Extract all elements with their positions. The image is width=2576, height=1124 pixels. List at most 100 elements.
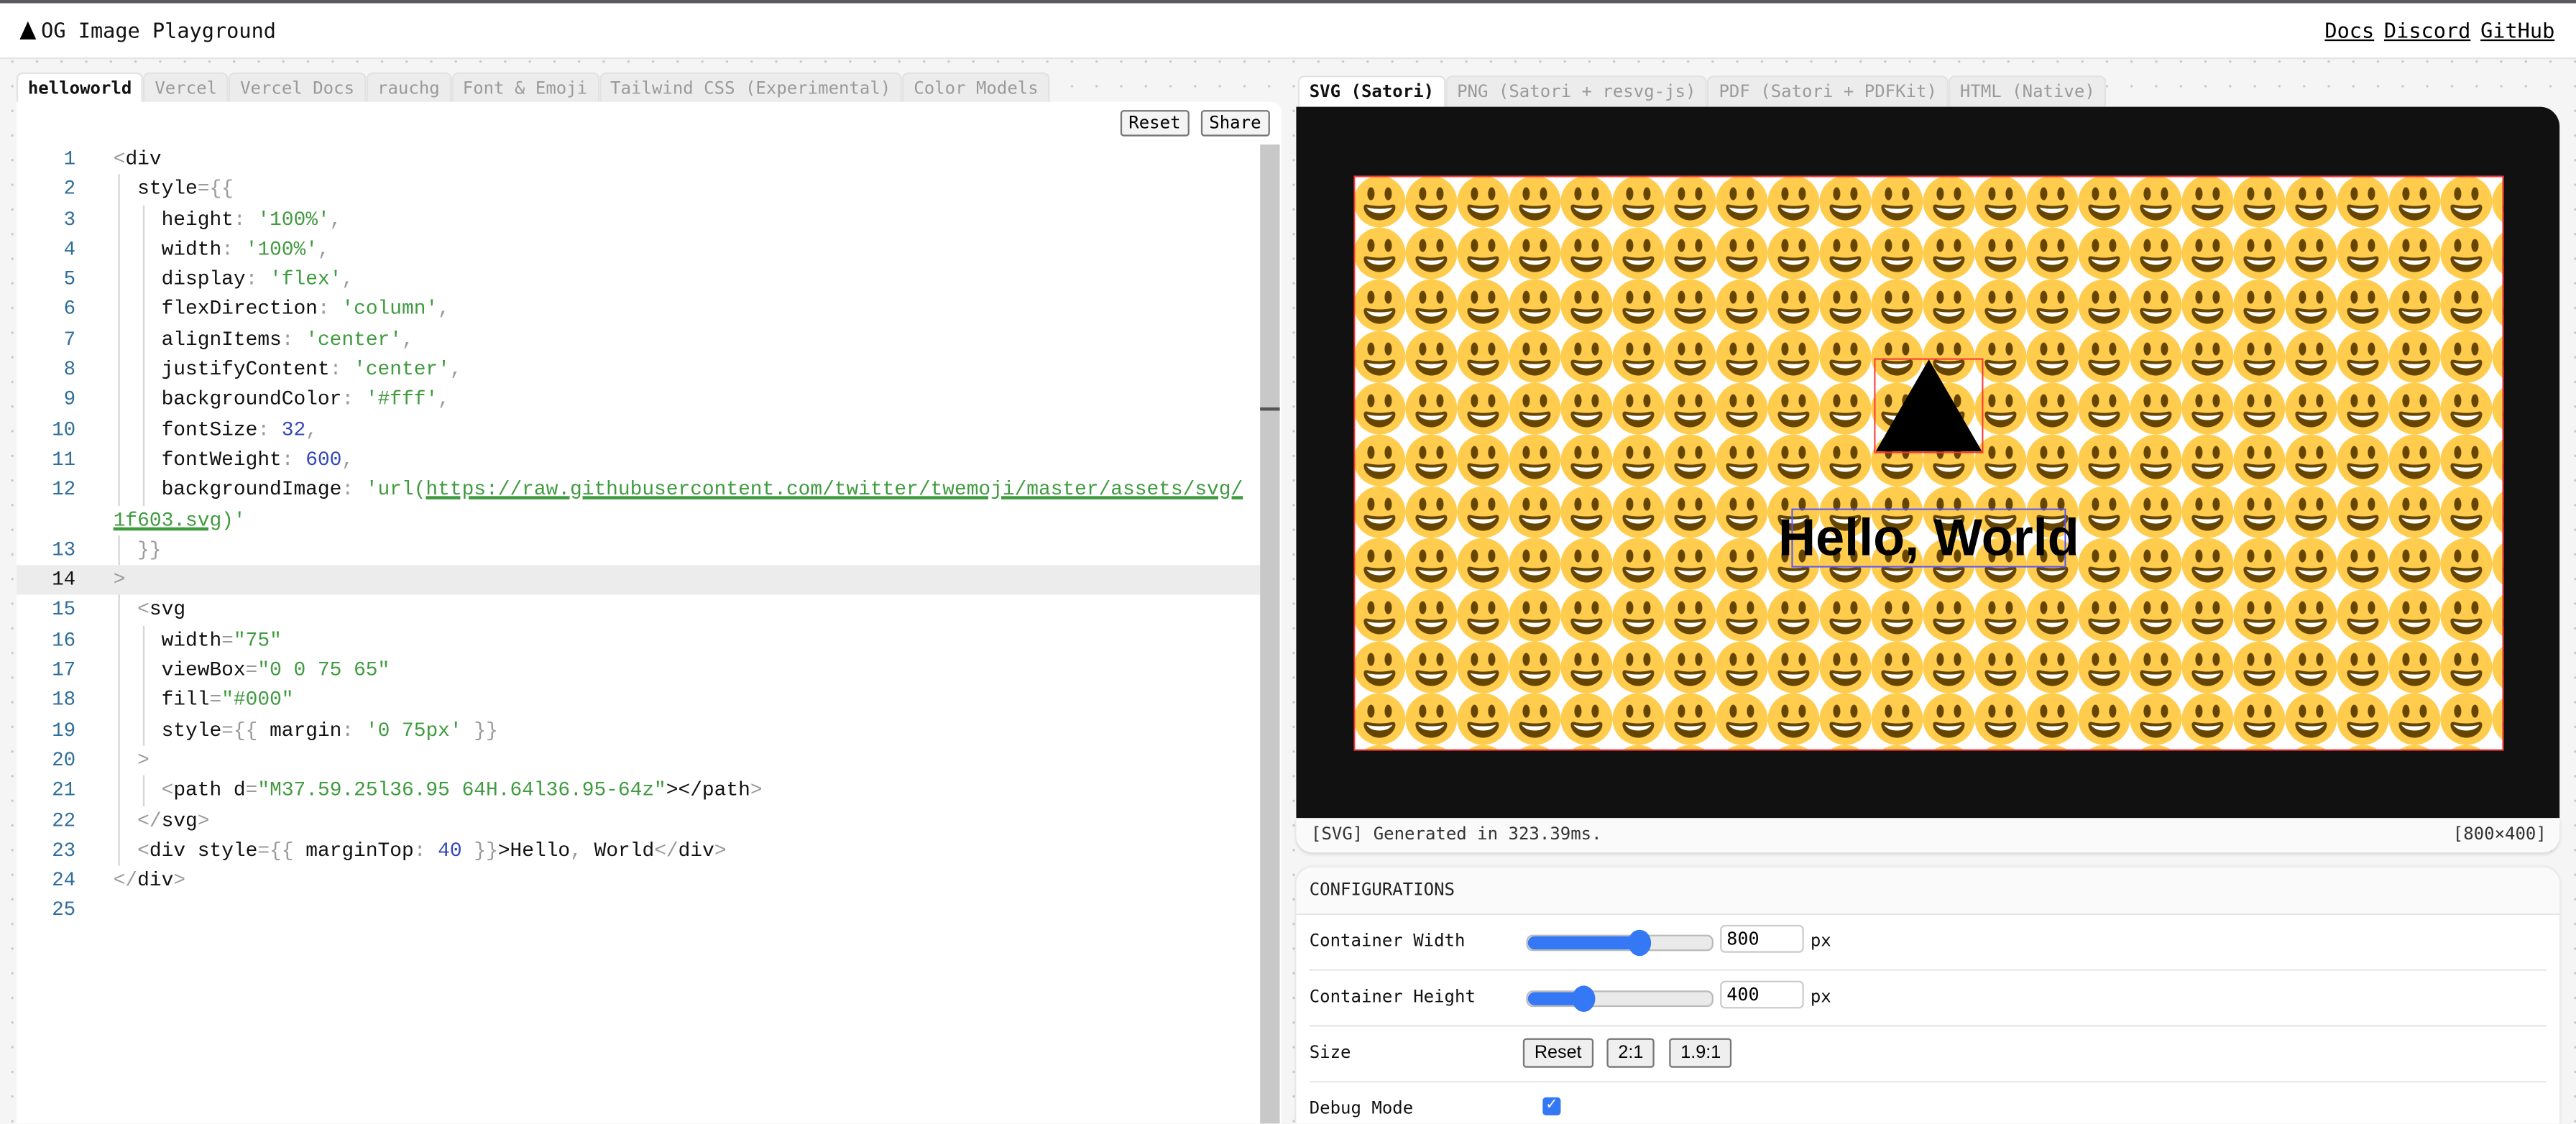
line-number: 22 <box>52 809 76 832</box>
indent-guide <box>118 595 120 626</box>
code-editor[interactable]: Reset Share 1 <div 2 style={{3 height: '10… <box>16 101 1282 1124</box>
container-width-input[interactable] <box>1720 924 1804 953</box>
tab-svg-satori[interactable]: SVG (Satori) <box>1297 75 1446 107</box>
code-text: > <box>114 746 150 776</box>
indent-guide <box>142 475 144 505</box>
code-token: , <box>317 238 330 262</box>
indent-guide <box>142 264 144 295</box>
generation-status: [SVG] Generated in 323.39ms. <box>1310 824 1602 844</box>
tab-tailwind-css-experimental[interactable]: Tailwind CSS (Experimental) <box>599 72 903 103</box>
code-line[interactable]: 2 style={{ <box>17 174 1260 205</box>
tab-helloworld[interactable]: helloworld <box>16 72 144 103</box>
code-token: svg <box>161 809 198 832</box>
code-line[interactable]: 7 alignItems: 'center', <box>17 325 1260 355</box>
indent-guide <box>142 655 144 686</box>
code-token: : <box>281 328 306 351</box>
container-height-slider[interactable] <box>1526 985 1714 1012</box>
code-line[interactable]: 17 viewBox="0 0 75 65" <box>17 655 1260 686</box>
docs-link[interactable]: Docs <box>2324 18 2375 43</box>
tab-rauchg[interactable]: rauchg <box>366 72 451 103</box>
tab-png-satori-resvg-js[interactable]: PNG (Satori + resvg-js) <box>1445 75 1708 107</box>
code-token: 'column' <box>341 298 438 321</box>
code-token: < <box>113 778 174 802</box>
code-token: 'url( <box>365 478 426 502</box>
code-line[interactable]: 8 justifyContent: 'center', <box>17 354 1260 385</box>
tab-pdf-satori-pdfkit[interactable]: PDF (Satori + PDFKit) <box>1707 75 1949 107</box>
code-token: ></path <box>666 778 750 802</box>
code-text: </svg> <box>114 806 209 836</box>
code-token: < <box>113 599 150 622</box>
code-line[interactable]: 22 </svg> <box>17 806 1260 837</box>
code-token: , <box>570 839 582 862</box>
editor-scrollbar[interactable] <box>1260 144 1280 1124</box>
line-number: 1 <box>63 147 76 171</box>
code-line[interactable]: 1 <div <box>17 144 1260 175</box>
code-text: backgroundColor: '#fff', <box>114 385 450 415</box>
slider-fill <box>1527 992 1583 1005</box>
code-line[interactable]: 14 > <box>16 565 1261 596</box>
app-title: OG Image Playground <box>41 18 276 43</box>
code-line[interactable]: 24 </div> <box>17 866 1260 896</box>
code-text: 1f603.svg)' <box>114 505 246 535</box>
code-line[interactable]: 6 flexDirection: 'column', <box>17 295 1260 326</box>
code-line[interactable]: 21 <path d="M37.59.25l36.95 64H.64l36.95… <box>17 775 1260 806</box>
code-line[interactable]: 12 backgroundImage: 'url(https://raw.git… <box>17 475 1260 505</box>
line-number: 11 <box>52 448 76 471</box>
debug-mode-checkbox[interactable]: ✓ <box>1542 1097 1561 1115</box>
code-token: : <box>317 298 342 321</box>
code-token: < <box>113 147 126 171</box>
container-width-slider[interactable] <box>1526 929 1714 957</box>
tab-vercel-docs[interactable]: Vercel Docs <box>229 72 367 103</box>
tab-color-models[interactable]: Color Models <box>902 72 1050 103</box>
code-line[interactable]: 15 <svg <box>17 595 1260 626</box>
size-label: Size <box>1309 1043 1351 1063</box>
code-line[interactable]: 9 backgroundColor: '#fff', <box>17 384 1260 415</box>
code-line[interactable]: 11 fontWeight: 600, <box>17 445 1260 476</box>
slider-thumb[interactable] <box>1571 985 1595 1012</box>
size-2-1-button[interactable]: 2:1 <box>1606 1038 1655 1068</box>
code-line[interactable]: 13 }} <box>17 535 1260 566</box>
line-number: 19 <box>52 719 76 742</box>
slider-thumb[interactable] <box>1628 929 1652 957</box>
code-line[interactable]: 16 width="75" <box>17 625 1260 656</box>
code-line[interactable]: 10 fontSize: 32, <box>17 415 1260 446</box>
reset-button[interactable]: Reset <box>1120 110 1189 137</box>
code-line[interactable]: 23 <div style={{ marginTop: 40 }}>Hello,… <box>17 836 1260 866</box>
code-line[interactable]: 5 display: 'flex', <box>17 264 1260 295</box>
share-button[interactable]: Share <box>1200 110 1269 137</box>
code-line[interactable]: 4 width: '100%', <box>17 234 1260 265</box>
indent-guide <box>142 295 144 326</box>
code-line[interactable]: 19 style={{ margin: '0 75px' }} <box>17 715 1260 746</box>
tab-html-native[interactable]: HTML (Native) <box>1948 75 2107 107</box>
code-token: , <box>401 328 414 351</box>
size-row: Size Reset 2:1 1.9:1 <box>1309 1027 2547 1083</box>
code-token: width <box>113 628 222 652</box>
code-token: : <box>329 358 354 382</box>
code-token: > <box>173 869 186 893</box>
code-line[interactable]: 20 > <box>17 745 1260 776</box>
code-line-wrap[interactable]: 1f603.svg)' <box>17 505 1260 535</box>
tab-vercel[interactable]: Vercel <box>143 72 229 103</box>
discord-link[interactable]: Discord <box>2383 18 2471 43</box>
grinning-face-emoji-icon <box>1353 175 2504 751</box>
triangle-shape <box>1875 359 1982 452</box>
code-line[interactable]: 3 height: '100%', <box>17 204 1260 235</box>
code-line[interactable]: 25 <box>17 896 1260 926</box>
code-line[interactable]: 18 fill="#000" <box>17 685 1260 716</box>
code-lines[interactable]: 1 <div 2 style={{3 height: '100%', 4 width:… <box>16 144 1261 926</box>
github-link[interactable]: GitHub <box>2480 18 2555 43</box>
indent-guide <box>118 806 120 837</box>
container-height-input[interactable] <box>1720 980 1804 1009</box>
container-height-label: Container Height <box>1309 987 1476 1008</box>
size-reset-button[interactable]: Reset <box>1522 1038 1593 1068</box>
tab-font-emoji[interactable]: Font & Emoji <box>451 72 599 103</box>
line-number: 23 <box>52 839 76 862</box>
code-link[interactable]: https://raw.githubusercontent.com/twitte… <box>426 478 1243 502</box>
code-token: '#fff' <box>365 388 438 412</box>
code-token: > <box>113 749 150 773</box>
size-1-9-1-button[interactable]: 1.9:1 <box>1669 1038 1733 1068</box>
code-token: width <box>113 238 222 262</box>
brand[interactable]: OG Image Playground <box>19 18 276 42</box>
code-link[interactable]: 1f603.svg <box>113 508 222 532</box>
